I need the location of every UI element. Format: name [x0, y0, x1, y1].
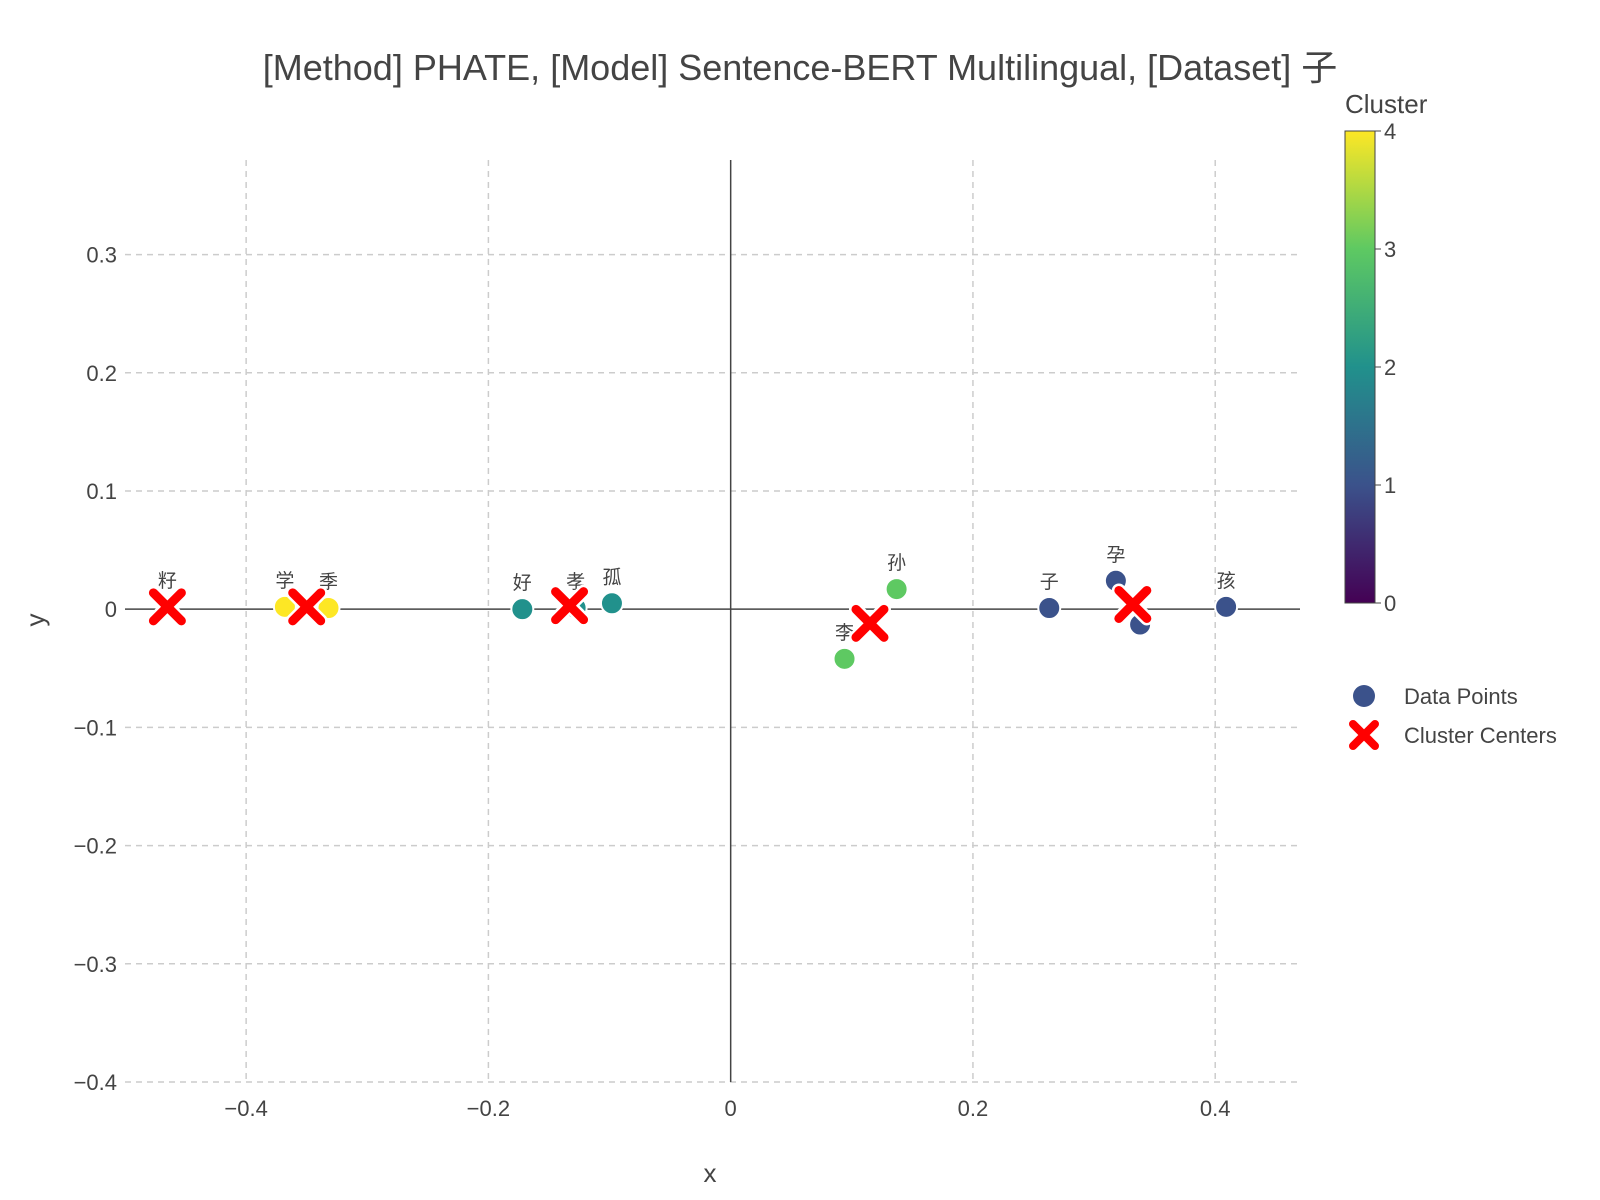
data-point	[272, 594, 297, 619]
y-tick-label: 0.3	[86, 243, 117, 268]
colorbar: Cluster 0 1 2 3 4	[1344, 89, 1428, 616]
y-tick-label: −0.1	[74, 715, 117, 740]
colorbar-ticks: 0 1 2 3 4	[1375, 119, 1396, 616]
chart-title: [Method] PHATE, [Model] Sentence-BERT Mu…	[263, 47, 1337, 88]
x-tick-label: −0.2	[467, 1096, 510, 1121]
grid	[125, 160, 1300, 1083]
point-label: 籽	[158, 570, 177, 592]
x-tick-label: 0.2	[958, 1096, 989, 1121]
cluster-center-mark	[551, 587, 589, 625]
data-point	[599, 591, 624, 616]
colorbar-tick-label: 3	[1384, 237, 1396, 262]
colorbar-tick-label: 2	[1384, 355, 1396, 380]
data-point	[1214, 594, 1239, 619]
x-tick-label: 0.4	[1200, 1096, 1231, 1121]
y-tick-label: −0.4	[74, 1070, 117, 1095]
point-label: 孙	[887, 552, 906, 574]
point-label: 孕	[1106, 544, 1125, 566]
cluster-center-mark	[1114, 585, 1152, 623]
legend-cluster-centers-label: Cluster Centers	[1404, 723, 1557, 748]
colorbar-tick-label: 4	[1384, 119, 1396, 144]
cluster-center	[548, 584, 591, 627]
y-tick-label: −0.2	[74, 834, 117, 859]
x-axis-title: x	[704, 1158, 717, 1188]
data-point	[510, 597, 535, 622]
cluster-center-mark	[288, 588, 326, 626]
cluster-center-mark	[851, 604, 889, 642]
y-tick-labels: −0.4 −0.3 −0.2 −0.1 0 0.1 0.2 0.3	[74, 243, 117, 1095]
y-tick-label: 0.2	[86, 361, 117, 386]
x-tick-labels: −0.4 −0.2 0 0.2 0.4	[224, 1096, 1230, 1121]
cluster-center	[848, 602, 891, 645]
point-label: 好	[513, 572, 532, 594]
y-tick-label: 0.1	[86, 479, 117, 504]
y-tick-label: −0.3	[74, 952, 117, 977]
cluster-center	[1111, 583, 1154, 626]
point-label: 孩	[1217, 570, 1236, 592]
legend-data-points-label: Data Points	[1404, 684, 1518, 709]
colorbar-tick-label: 0	[1384, 591, 1396, 616]
cluster-centers	[146, 583, 1154, 645]
legend-data-points-marker	[1353, 685, 1375, 707]
data-point	[1037, 595, 1062, 620]
data-point	[884, 577, 909, 602]
point-label: 子	[1040, 571, 1059, 593]
cluster-center	[146, 585, 189, 628]
point-label: 孤	[602, 566, 621, 588]
colorbar-tick-label: 1	[1384, 473, 1396, 498]
data-point	[832, 646, 857, 671]
cluster-center	[285, 585, 328, 628]
y-tick-label: 0	[105, 597, 117, 622]
colorbar-gradient	[1344, 130, 1376, 604]
colorbar-title: Cluster	[1345, 89, 1428, 119]
legend-cluster-centers-marker	[1349, 720, 1379, 750]
legend: Data Points Cluster Centers	[1349, 684, 1557, 750]
x-tick-label: −0.4	[224, 1096, 267, 1121]
cluster-center-mark	[148, 588, 186, 626]
x-tick-label: 0	[725, 1096, 737, 1121]
point-label: 学	[275, 570, 294, 592]
point-labels: 籽学季好孝孤李孙子孕孩	[158, 544, 1236, 644]
y-axis-title: y	[20, 614, 50, 627]
